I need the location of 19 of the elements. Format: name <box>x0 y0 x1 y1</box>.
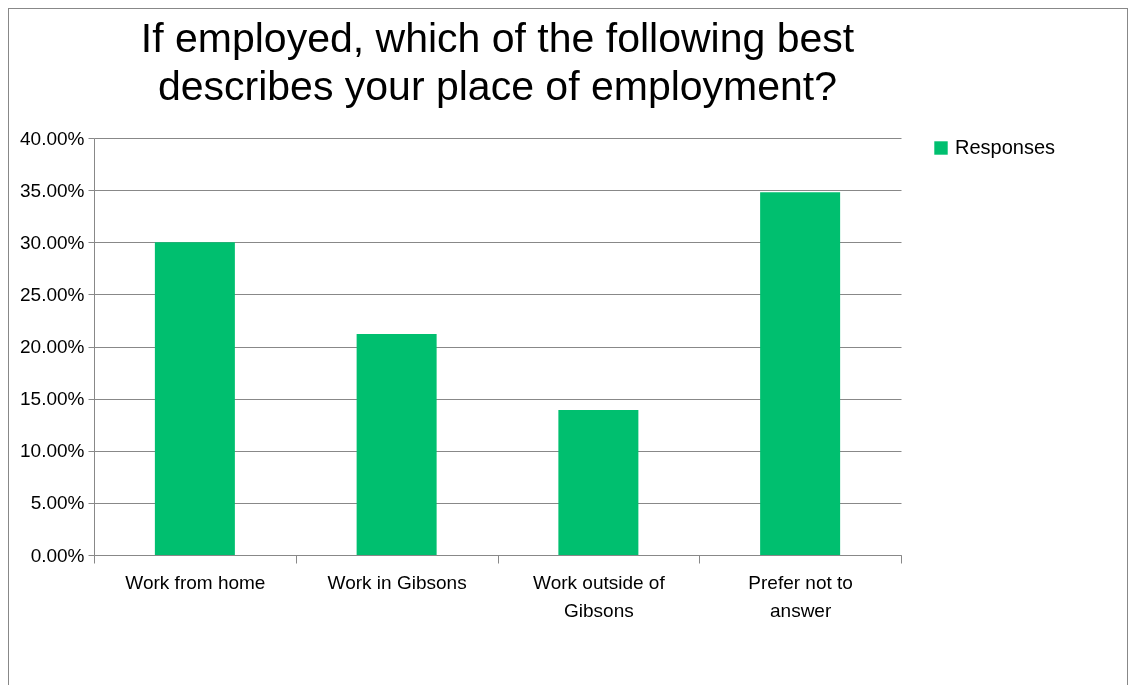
x-tick-label: Work in Gibsons <box>327 571 467 593</box>
y-tick-label: 10.00% <box>20 440 85 462</box>
y-tick-label: 20.00% <box>20 336 85 357</box>
bar <box>154 242 235 555</box>
y-tick-label: 25.00% <box>20 283 85 305</box>
bar <box>356 333 437 555</box>
y-tick-label: 30.00% <box>20 231 85 253</box>
x-tick-label: Prefer not to answer <box>748 571 853 621</box>
x-tick-label: Work outside of Gibsons <box>533 571 666 621</box>
y-tick-label: 40.00% <box>20 127 85 149</box>
y-tick-label: 15.00% <box>20 388 85 410</box>
bar <box>760 192 841 555</box>
chart-title: If employed, which of the following best describes your place of employment? <box>140 15 855 109</box>
y-tick-label: 5.00% <box>30 492 85 514</box>
bar <box>558 410 639 555</box>
y-tick-label: 0.00% <box>30 544 85 566</box>
y-tick-label: 35.00% <box>20 179 85 201</box>
legend-label: Responses <box>955 136 1056 158</box>
x-tick-label: Work from home <box>125 571 266 593</box>
